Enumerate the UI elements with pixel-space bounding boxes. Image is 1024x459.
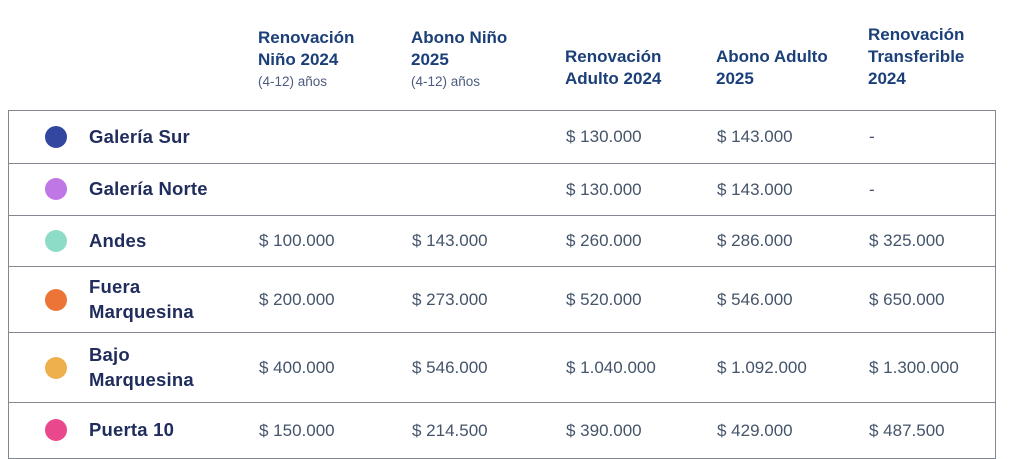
category-dot: [45, 419, 67, 442]
price-cell: $ 520.000: [566, 289, 642, 309]
price-cell: $ 325.000: [869, 231, 945, 250]
row-label: Galería Norte: [89, 178, 208, 200]
row-label-cell: Galería Sur: [9, 117, 259, 157]
header-cell-renovacion-nino-2024: Renovación Niño 2024 (4-12) años: [258, 27, 411, 110]
price-cell: $ 143.000: [717, 127, 793, 146]
price-cell: $ 1.092.000: [717, 357, 807, 377]
table-row: Galería Sur $ 130.000 $ 143.000 -: [9, 111, 995, 163]
row-label: Andes: [89, 229, 147, 251]
price-cell: $ 429.000: [717, 420, 793, 440]
price-cell: $ 546.000: [717, 289, 793, 309]
header-cell-renovacion-adulto-2024: Renovación Adulto 2024: [565, 46, 716, 110]
price-cell: $ 214.500: [412, 420, 488, 440]
price-cell: $ 487.500: [869, 420, 945, 440]
category-dot: [45, 356, 67, 379]
pricing-table-body: Galería Sur $ 130.000 $ 143.000- Galería No…: [8, 110, 996, 459]
column-title: Renovación Adulto 2024: [565, 46, 662, 88]
column-title: Renovación Niño 2024: [258, 27, 355, 69]
row-label: Puerta 10: [89, 419, 175, 441]
price-cell: $ 143.000: [717, 179, 793, 199]
table-row: Fuera Marquesina $ 200.000 $ 273.000 $ 520.…: [9, 266, 995, 332]
table-row: Bajo Marquesina $ 400.000 $ 546.000 $ 1.040…: [9, 332, 995, 402]
column-title: Renovación Transferible 2024: [868, 24, 965, 88]
row-label: Galería Sur: [89, 125, 190, 147]
column-title: Abono Niño 2025: [411, 27, 508, 69]
price-cell: $ 100.000: [259, 231, 335, 250]
row-label-cell: Fuera Marquesina: [9, 267, 259, 331]
table-row: Andes $ 100.000 $ 143.000 $ 260.000 $ 286.00…: [9, 215, 995, 266]
row-label-cell: Galería Norte: [9, 169, 259, 209]
row-label-cell: Puerta 10: [9, 410, 259, 450]
category-dot: [45, 178, 67, 201]
table-row: Galería Norte $ 130.000 $ 143.000 -: [9, 163, 995, 215]
row-label: Fuera Marquesina: [89, 276, 194, 322]
category-dot: [45, 125, 67, 148]
price-cell: -: [869, 179, 875, 199]
row-label: Bajo Marquesina: [89, 344, 194, 390]
price-cell: $ 390.000: [566, 420, 642, 440]
row-label-cell: Bajo Marquesina: [9, 335, 259, 399]
price-cell: $ 143.000: [412, 231, 488, 250]
category-dot: [45, 229, 67, 252]
row-label-cell: Andes: [9, 221, 259, 261]
pricing-table-header: Renovación Niño 2024 (4-12) años Abono N…: [8, 0, 996, 110]
column-subtitle: (4-12) años: [258, 73, 328, 89]
price-cell: $ 1.040.000: [566, 357, 656, 377]
price-cell: -: [869, 127, 875, 146]
price-cell: $ 400.000: [259, 357, 335, 377]
header-cell-empty: [8, 90, 258, 110]
price-cell: $ 130.000: [566, 179, 642, 199]
column-title: Abono Adulto 2025: [716, 46, 828, 88]
header-cell-abono-nino-2025: Abono Niño 2025 (4-12) años: [411, 27, 565, 110]
price-cell: $ 200.000: [259, 289, 335, 309]
price-cell: $ 650.000: [869, 289, 945, 309]
price-cell: $ 546.000: [412, 357, 488, 377]
price-cell: $ 286.000: [717, 231, 793, 250]
header-cell-abono-adulto-2025: Abono Adulto 2025: [716, 46, 868, 110]
price-cell: $ 150.000: [259, 420, 335, 440]
column-subtitle: (4-12) años: [411, 73, 481, 89]
price-cell: $ 260.000: [566, 231, 642, 250]
price-cell: $ 1.300.000: [869, 357, 959, 377]
price-cell: $ 130.000: [566, 127, 642, 146]
table-row: Puerta 10 $ 150.000 $ 214.500 $ 390.000 $ 42…: [9, 402, 995, 458]
price-cell: $ 273.000: [412, 289, 488, 309]
category-dot: [45, 288, 67, 311]
header-cell-renovacion-transferible-2024: Renovación Transferible 2024: [868, 24, 996, 110]
